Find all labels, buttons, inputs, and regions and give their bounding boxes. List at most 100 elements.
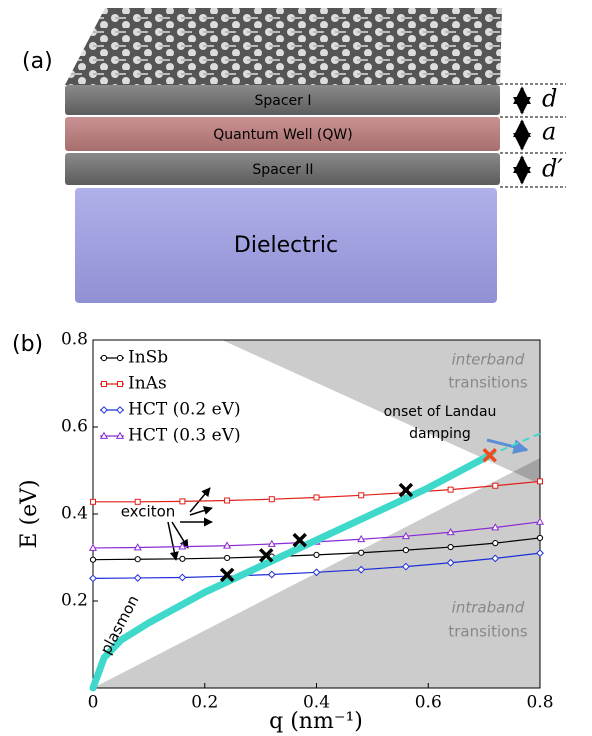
legend-label: InAs: [128, 374, 167, 394]
annotation: transitions: [448, 374, 527, 392]
y-tick-label: 0.4: [61, 504, 88, 524]
marker: [402, 547, 409, 554]
y-tick-label: 0.2: [61, 591, 88, 611]
marker: [179, 555, 186, 562]
cross-stroke: [292, 532, 307, 548]
thickness-guides: [500, 83, 566, 188]
marker: [99, 431, 109, 439]
marker: [89, 556, 97, 563]
cross-stroke: [219, 567, 235, 583]
interband-region: [222, 340, 540, 484]
layer-label: Quantum Well (QW): [213, 127, 352, 143]
marker: [536, 549, 544, 558]
marker: [268, 496, 275, 503]
crossing-marker: [219, 567, 235, 583]
thickness-label: a: [542, 118, 556, 146]
x-tick-label: 0.2: [191, 693, 218, 713]
marker: [178, 573, 187, 582]
x-tick-label: 0.4: [303, 693, 330, 713]
panel-label: (a): [22, 49, 53, 74]
marker: [101, 381, 107, 387]
thickness-label: d′: [542, 155, 563, 183]
cross-stroke: [258, 548, 274, 563]
marker: [492, 482, 499, 489]
marker: [491, 554, 500, 563]
annotation: onset of Landau: [384, 404, 497, 420]
x-tick-label: 0.8: [526, 693, 553, 713]
stack-diagram: (a) Spacer I Quantum Well (QW) Spacer II…: [22, 8, 566, 303]
annotation: plasmon: [97, 592, 143, 657]
x-tick-label: 0.6: [415, 693, 442, 713]
marker: [116, 406, 124, 414]
annotation: exciton: [121, 503, 176, 521]
annotation: damping: [409, 426, 471, 442]
layer-label: Dielectric: [234, 233, 338, 258]
plasmon-extension: [489, 432, 541, 457]
annotation: intraband: [452, 599, 525, 617]
marker: [134, 498, 141, 505]
layer: [75, 188, 497, 303]
marker: [313, 551, 320, 558]
legend-label: InSb: [128, 348, 168, 368]
marker: [446, 558, 455, 567]
marker: [358, 492, 365, 499]
landau-onset-marker: [482, 448, 497, 463]
marker: [100, 406, 108, 414]
marker: [178, 542, 187, 550]
cross-stroke: [398, 482, 414, 498]
marker: [313, 494, 320, 501]
marker: [447, 543, 454, 551]
x-axis-label: q (nm⁻¹): [269, 709, 363, 734]
legend-label: HCT (0.3 eV): [128, 426, 241, 446]
x-tick-label: 0: [88, 693, 99, 713]
panel-label: (b): [12, 332, 43, 357]
marker: [224, 497, 231, 504]
marker: [223, 541, 232, 549]
marker: [88, 543, 98, 551]
marker: [117, 381, 123, 387]
marker: [357, 565, 366, 574]
marker: [535, 517, 545, 525]
marker: [267, 539, 276, 547]
marker: [267, 570, 276, 579]
landau-arrow: [486, 438, 529, 455]
thickness-label: d: [542, 85, 557, 113]
marker: [133, 543, 142, 551]
marker: [134, 556, 141, 563]
marker: [357, 534, 366, 543]
legend-label: HCT (0.2 eV): [128, 400, 241, 420]
marker: [446, 527, 455, 536]
layer-label: Spacer I: [255, 93, 312, 109]
y-axis-label: E (eV): [17, 479, 42, 548]
y-tick-label: 0.6: [61, 417, 88, 437]
marker: [401, 531, 410, 540]
marker: [224, 554, 231, 562]
marker: [537, 478, 543, 485]
marker: [90, 498, 96, 505]
layer-label: Spacer II: [252, 162, 313, 178]
marker: [492, 540, 499, 547]
marker: [447, 486, 454, 493]
graphene-sheet: [65, 8, 502, 85]
crossing-marker: [398, 482, 414, 498]
marker: [115, 431, 125, 439]
marker: [100, 354, 108, 362]
marker: [536, 534, 544, 542]
marker: [89, 574, 97, 583]
crossing-marker: [258, 548, 274, 563]
marker: [358, 549, 365, 556]
marker: [179, 498, 186, 505]
layer: [65, 85, 500, 115]
exciton-arrows: [167, 487, 213, 561]
annotation: interband: [452, 351, 525, 369]
annotation: transitions: [448, 623, 527, 641]
crossing-marker: [292, 532, 307, 548]
marker: [116, 354, 124, 362]
y-tick-label: 0.8: [61, 330, 88, 350]
layer: [65, 117, 500, 151]
marker: [133, 574, 142, 582]
cross-stroke: [482, 448, 497, 463]
marker: [491, 523, 500, 531]
marker: [312, 568, 321, 577]
